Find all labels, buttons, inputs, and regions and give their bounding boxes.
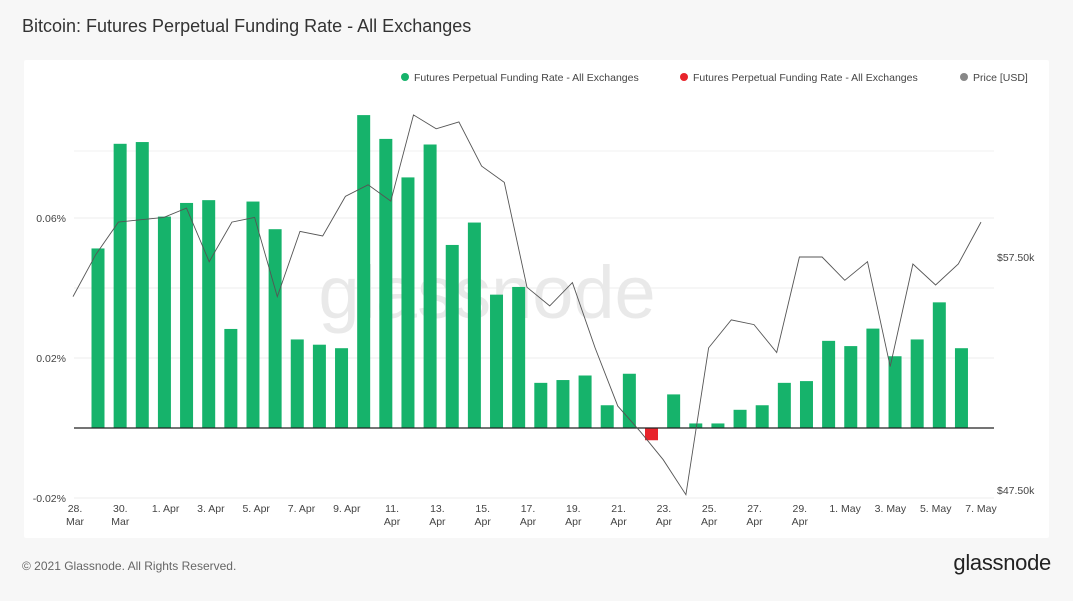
bar-positive[interactable]	[379, 138, 393, 428]
x-tick-label: 28. Mar	[66, 503, 85, 528]
funding-rate-chart[interactable]: glassnode 0.06% 0.02% -0.02% $57.50k $47.50…	[24, 60, 1049, 538]
x-tick-label: 9. Apr	[333, 503, 361, 515]
bar-positive[interactable]	[622, 373, 636, 428]
bar-series	[91, 115, 968, 441]
bar-positive[interactable]	[711, 423, 725, 428]
x-tick-label: 23. Apr	[656, 503, 673, 528]
bar-positive[interactable]	[135, 142, 149, 429]
bar-positive[interactable]	[401, 177, 415, 428]
bar-positive[interactable]	[180, 202, 194, 428]
legend-marker	[401, 73, 409, 81]
bar-positive[interactable]	[202, 200, 216, 428]
bar-positive[interactable]	[290, 339, 304, 428]
bar-positive[interactable]	[799, 381, 813, 428]
bar-positive[interactable]	[335, 348, 349, 428]
x-tick-label: 3. May	[875, 503, 907, 515]
bar-positive[interactable]	[866, 328, 880, 428]
bar-positive[interactable]	[733, 409, 747, 428]
y-right-tick-label: $57.50k	[997, 252, 1035, 264]
bar-positive[interactable]	[932, 302, 946, 428]
x-tick-label: 29. Apr	[792, 503, 809, 528]
bar-positive[interactable]	[534, 382, 548, 428]
bar-positive[interactable]	[312, 344, 326, 428]
x-tick-label: 25. Apr	[701, 503, 718, 528]
bar-positive[interactable]	[423, 144, 437, 429]
bar-positive[interactable]	[777, 382, 791, 428]
glassnode-logo: glassnode	[953, 550, 1051, 575]
x-tick-label: 21. Apr	[610, 503, 627, 528]
bar-positive[interactable]	[157, 216, 171, 428]
bar-positive[interactable]	[844, 346, 858, 428]
bar-positive[interactable]	[954, 348, 968, 428]
x-tick-label: 7. May	[965, 503, 997, 515]
x-tick-label: 11. Apr	[384, 503, 401, 528]
bar-positive[interactable]	[467, 222, 481, 428]
x-tick-label: 5. May	[920, 503, 952, 515]
legend-label: Futures Perpetual Funding Rate - All Exc…	[693, 72, 918, 84]
x-tick-label: 19. Apr	[565, 503, 582, 528]
bar-positive[interactable]	[512, 286, 526, 428]
bar-negative[interactable]	[645, 428, 658, 441]
y-left-tick-label: 0.02%	[36, 353, 66, 365]
bar-positive[interactable]	[600, 405, 614, 428]
y-right-tick-label: $47.50k	[997, 485, 1035, 497]
legend-item[interactable]: Price [USD]	[960, 72, 1028, 84]
bar-positive[interactable]	[822, 340, 836, 428]
x-tick-label: 1. May	[829, 503, 861, 515]
bar-positive[interactable]	[268, 229, 282, 428]
bar-positive[interactable]	[556, 380, 570, 428]
x-axis: 28. Mar 30. Mar 1. Apr 3. Apr 5. Apr 7. Apr 9. A…	[66, 503, 998, 528]
y-axis-right: $57.50k $47.50k	[997, 252, 1035, 497]
copyright-text: © 2021 Glassnode. All Rights Reserved.	[22, 559, 237, 573]
y-left-tick-label: -0.02%	[33, 493, 66, 505]
bar-positive[interactable]	[246, 201, 260, 428]
bar-positive[interactable]	[357, 115, 371, 428]
bar-positive[interactable]	[888, 356, 902, 428]
page-title: Bitcoin: Futures Perpetual Funding Rate …	[22, 16, 472, 36]
x-tick-label: 15. Apr	[475, 503, 492, 528]
x-tick-label: 27. Apr	[746, 503, 763, 528]
x-tick-label: 5. Apr	[242, 503, 270, 515]
bar-positive[interactable]	[667, 394, 681, 428]
legend-label: Futures Perpetual Funding Rate - All Exc…	[414, 72, 639, 84]
bar-positive[interactable]	[910, 339, 924, 428]
legend-item[interactable]: Futures Perpetual Funding Rate - All Exc…	[680, 72, 918, 84]
x-tick-label: 30. Mar	[111, 503, 130, 528]
y-left-tick-label: 0.06%	[36, 213, 66, 225]
bar-positive[interactable]	[755, 405, 769, 428]
legend-marker	[960, 73, 968, 81]
x-tick-label: 7. Apr	[288, 503, 316, 515]
bar-positive[interactable]	[113, 143, 127, 429]
x-tick-label: 3. Apr	[197, 503, 225, 515]
x-tick-label: 1. Apr	[152, 503, 180, 515]
chart-panel: glassnode 0.06% 0.02% -0.02% $57.50k $47.50…	[24, 60, 1049, 538]
bar-positive[interactable]	[578, 375, 592, 429]
price-line	[72, 114, 982, 496]
bar-positive[interactable]	[224, 328, 238, 428]
bar-positive[interactable]	[91, 248, 105, 428]
x-tick-label: 13. Apr	[429, 503, 446, 528]
bar-positive[interactable]	[445, 244, 459, 428]
legend: Futures Perpetual Funding Rate - All Exc…	[401, 72, 1028, 84]
bar-positive[interactable]	[490, 294, 504, 428]
y-axis-left: 0.06% 0.02% -0.02%	[33, 213, 66, 505]
legend-item[interactable]: Futures Perpetual Funding Rate - All Exc…	[401, 72, 639, 84]
x-tick-label: 17. Apr	[520, 503, 537, 528]
legend-marker	[680, 73, 688, 81]
watermark-text: glassnode	[318, 251, 655, 334]
bar-positive[interactable]	[689, 423, 703, 428]
legend-label: Price [USD]	[973, 72, 1028, 84]
